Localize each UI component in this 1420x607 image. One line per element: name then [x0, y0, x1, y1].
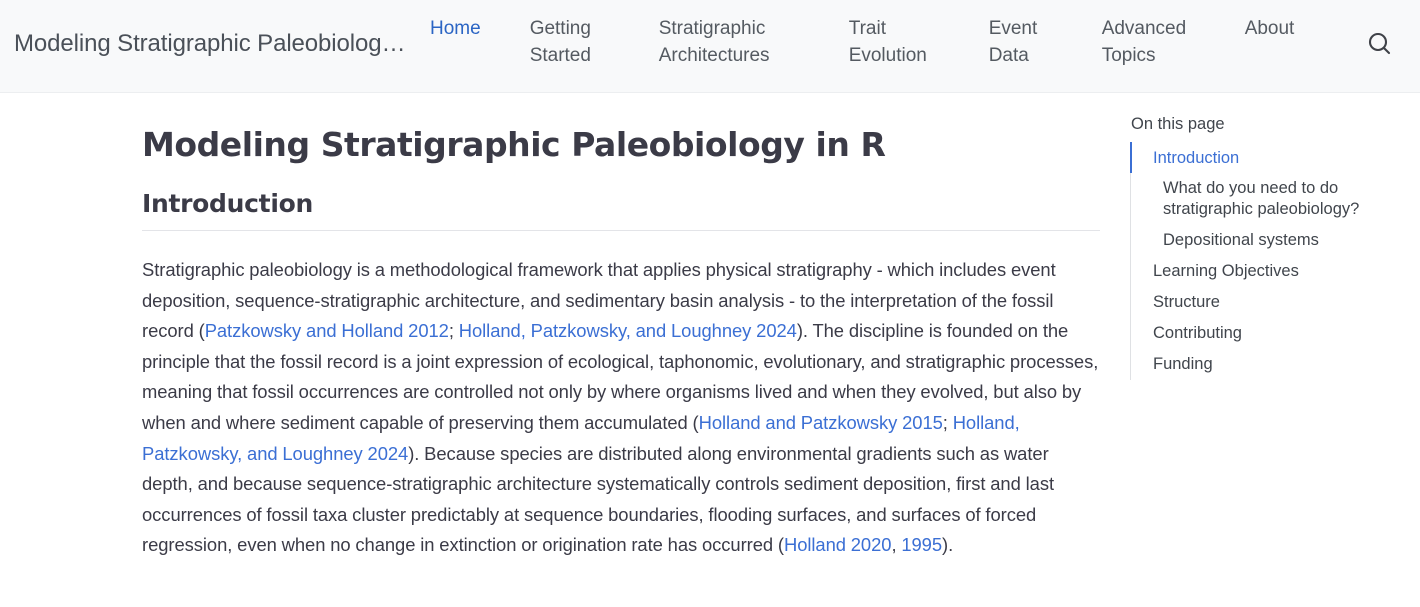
page-body: Modeling Stratigraphic Paleobiology in R… — [0, 93, 1420, 607]
citation-link-patzkowsky-holland-2012[interactable]: Patzkowsky and Holland 2012 — [204, 320, 449, 342]
main-content: Modeling Stratigraphic Paleobiology in R… — [142, 93, 1102, 561]
page-title: Modeling Stratigraphic Paleobiology in R — [142, 125, 886, 164]
paragraph-text-4: ). — [942, 534, 954, 556]
citation-separator-1: ; — [448, 320, 459, 342]
citation-link-holland-1995[interactable]: 1995 — [901, 534, 943, 556]
toc-link-learning-objectives[interactable]: Learning Objectives — [1153, 262, 1299, 280]
nav-item-getting-started[interactable]: Getting Started — [529, 18, 591, 66]
nav-item-advanced-topics[interactable]: Advanced Topics — [1101, 18, 1187, 66]
nav-slot-about: About — [1245, 15, 1295, 42]
citation-link-holland-patzkowsky-loughney-2024-b[interactable]: Holland, Patzkowsky, and Loughney 2024 — [142, 411, 1020, 464]
paragraph-text-1: Stratigraphic paleobiology is a methodol… — [142, 259, 1056, 342]
nav-slot-trait-evolution: Trait Evolution — [849, 15, 932, 69]
nav-item-home[interactable]: Home — [430, 18, 481, 39]
paragraph-text-2: ). The discipline is founded on the prin… — [142, 320, 1099, 433]
toc-link-depositional-systems[interactable]: Depositional systems — [1163, 230, 1319, 249]
nav-slot-advanced-topics: Advanced Topics — [1102, 15, 1189, 69]
search-button[interactable] — [1362, 26, 1398, 62]
main-navigation: Home Getting Started Stratigraphic Archi… — [430, 15, 1294, 69]
toc-link-contributing[interactable]: Contributing — [1153, 324, 1242, 342]
paragraph-text-3: ). Because species are distributed along… — [142, 442, 1055, 556]
toc-item-depositional-systems[interactable]: Depositional systems — [1131, 225, 1410, 256]
nav-item-event-data[interactable]: Event Data — [988, 18, 1038, 66]
nav-item-trait-evolution[interactable]: Trait Evolution — [848, 18, 927, 66]
toc-item-learning-objectives[interactable]: Learning Objectives — [1131, 256, 1410, 287]
site-header: Modeling Stratigraphic Paleobiolog… Home… — [0, 0, 1420, 93]
nav-item-stratigraphic-architectures[interactable]: Stratigraphic Architectures — [658, 18, 770, 66]
citation-separator-3: , — [891, 534, 902, 556]
citation-link-holland-patzkowsky-2015[interactable]: Holland and Patzkowsky 2015 — [698, 411, 943, 433]
nav-slot-event-data: Event Data — [989, 15, 1044, 69]
toc-item-contributing[interactable]: Contributing — [1131, 318, 1410, 349]
nav-slot-getting-started: Getting Started — [530, 15, 600, 69]
toc-item-what-do-you-need[interactable]: What do you need to do stratigraphic pal… — [1131, 173, 1410, 225]
toc-list: Introduction What do you need to do stra… — [1130, 142, 1410, 380]
brand-title[interactable]: Modeling Stratigraphic Paleobiolog… — [14, 30, 406, 57]
table-of-contents: On this page Introduction What do you ne… — [1130, 93, 1410, 380]
citation-link-holland-2020[interactable]: Holland 2020 — [783, 534, 892, 556]
toc-item-structure[interactable]: Structure — [1131, 287, 1410, 318]
toc-item-introduction[interactable]: Introduction — [1130, 142, 1410, 173]
section-heading-introduction: Introduction — [142, 166, 1100, 231]
toc-link-introduction[interactable]: Introduction — [1153, 148, 1240, 167]
nav-slot-stratigraphic-architectures: Stratigraphic Architectures — [659, 15, 789, 69]
toc-link-funding[interactable]: Funding — [1153, 355, 1213, 373]
toc-link-structure[interactable]: Structure — [1153, 293, 1220, 311]
nav-item-about[interactable]: About — [1244, 18, 1295, 39]
citation-link-holland-patzkowsky-loughney-2024-a[interactable]: Holland, Patzkowsky, and Loughney 2024 — [458, 320, 797, 342]
toc-link-what-do-you-need[interactable]: What do you need to do stratigraphic pal… — [1163, 178, 1360, 219]
citation-separator-2: ; — [942, 411, 953, 433]
toc-item-funding[interactable]: Funding — [1131, 349, 1410, 380]
toc-heading: On this page — [1131, 115, 1225, 133]
nav-slot-home: Home — [430, 15, 481, 42]
search-icon — [1368, 32, 1391, 55]
introduction-paragraph: Stratigraphic paleobiology is a methodol… — [142, 231, 1104, 561]
